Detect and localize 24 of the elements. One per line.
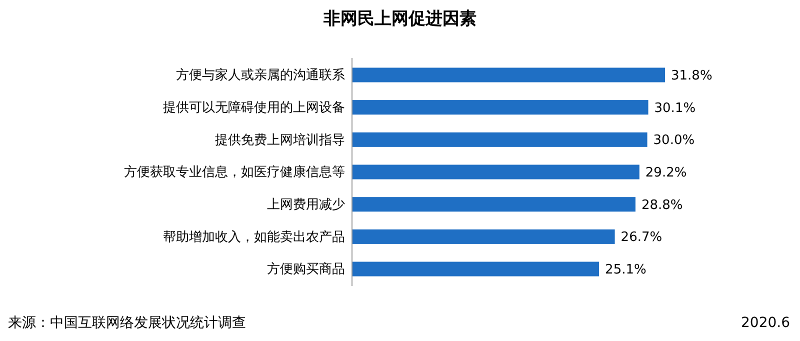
y-tick-label: 帮助增加收入，如能卖出农产品 <box>163 230 345 245</box>
bar <box>352 68 665 82</box>
data-label: 30.1% <box>654 100 696 116</box>
data-label: 26.7% <box>620 230 662 246</box>
y-tick-label: 方便获取专业信息，如医疗健康信息等 <box>124 164 345 180</box>
data-label: 29.2% <box>645 166 687 181</box>
data-label: 28.8% <box>641 198 683 213</box>
data-label: 31.8% <box>671 68 712 84</box>
source-note: 来源：中国互联网络发展状况统计调查 <box>8 315 246 331</box>
y-tick-label: 方便购买商品 <box>267 261 345 278</box>
bar <box>352 229 615 244</box>
y-tick-label: 上网费用减少 <box>267 198 345 212</box>
bar <box>352 164 640 180</box>
data-label: 25.1% <box>605 262 646 278</box>
y-tick-label: 提供可以无障碍使用的上网设备 <box>163 100 345 116</box>
bar <box>352 262 600 276</box>
chart-title: 非网民上网促进因素 <box>322 9 476 29</box>
bar <box>352 197 636 212</box>
bar <box>352 132 648 147</box>
bar <box>352 100 648 115</box>
data-label: 30.0% <box>653 133 695 148</box>
y-tick-label: 提供免费上网培训指导 <box>215 132 345 148</box>
text: 2020.6 <box>741 315 790 331</box>
y-tick-label: 方便与家人或亲属的沟通联系 <box>176 67 345 84</box>
